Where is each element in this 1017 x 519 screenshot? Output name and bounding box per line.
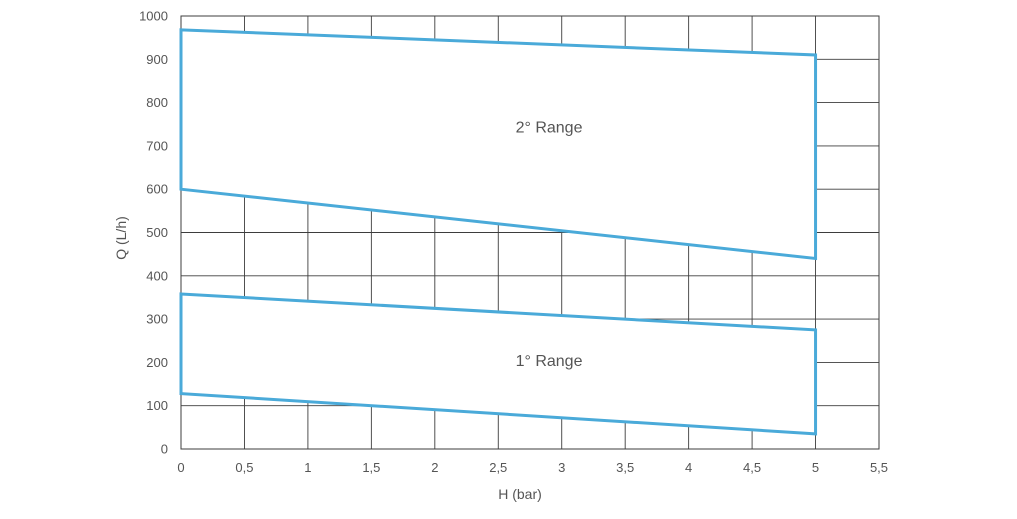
x-tick-label: 1 <box>304 460 311 475</box>
y-tick-label: 500 <box>146 225 168 240</box>
x-tick-label: 3,5 <box>616 460 634 475</box>
y-tick-label: 800 <box>146 95 168 110</box>
range-region-1 <box>179 292 818 436</box>
y-tick-label: 400 <box>146 268 168 283</box>
x-axis-title: H (bar) <box>498 486 542 502</box>
range-label-1: 1° Range <box>516 353 583 370</box>
x-tick-label: 5,5 <box>870 460 888 475</box>
x-tick-label: 2 <box>431 460 438 475</box>
range-label-2: 2° Range <box>516 119 583 136</box>
x-tick-label: 5 <box>812 460 819 475</box>
y-tick-label: 600 <box>146 182 168 197</box>
x-tick-label: 1,5 <box>362 460 380 475</box>
y-tick-label: 900 <box>146 52 168 67</box>
y-axis-ticks: 0 100 200 300 400 500 600 700 800 900 1000 <box>139 9 168 457</box>
y-tick-label: 100 <box>146 398 168 413</box>
y-tick-label: 300 <box>146 312 168 327</box>
x-tick-label: 4 <box>685 460 692 475</box>
plot-regions: 1° Range 2° Range <box>179 28 818 436</box>
x-axis-ticks: 0 0,5 1 1,5 2 2,5 3 3,5 4 4,5 5 5,5 <box>177 460 888 475</box>
y-tick-label: 0 <box>161 442 168 457</box>
y-tick-label: 1000 <box>139 9 168 24</box>
y-tick-label: 200 <box>146 355 168 370</box>
x-tick-label: 2,5 <box>489 460 507 475</box>
plot-frame <box>180 15 880 450</box>
x-tick-label: 4,5 <box>743 460 761 475</box>
range-region-2 <box>179 28 818 261</box>
x-tick-label: 0 <box>177 460 184 475</box>
y-tick-label: 700 <box>146 138 168 153</box>
x-tick-label: 3 <box>558 460 565 475</box>
y-axis-title: Q (L/h) <box>113 216 129 260</box>
x-tick-label: 0,5 <box>235 460 253 475</box>
